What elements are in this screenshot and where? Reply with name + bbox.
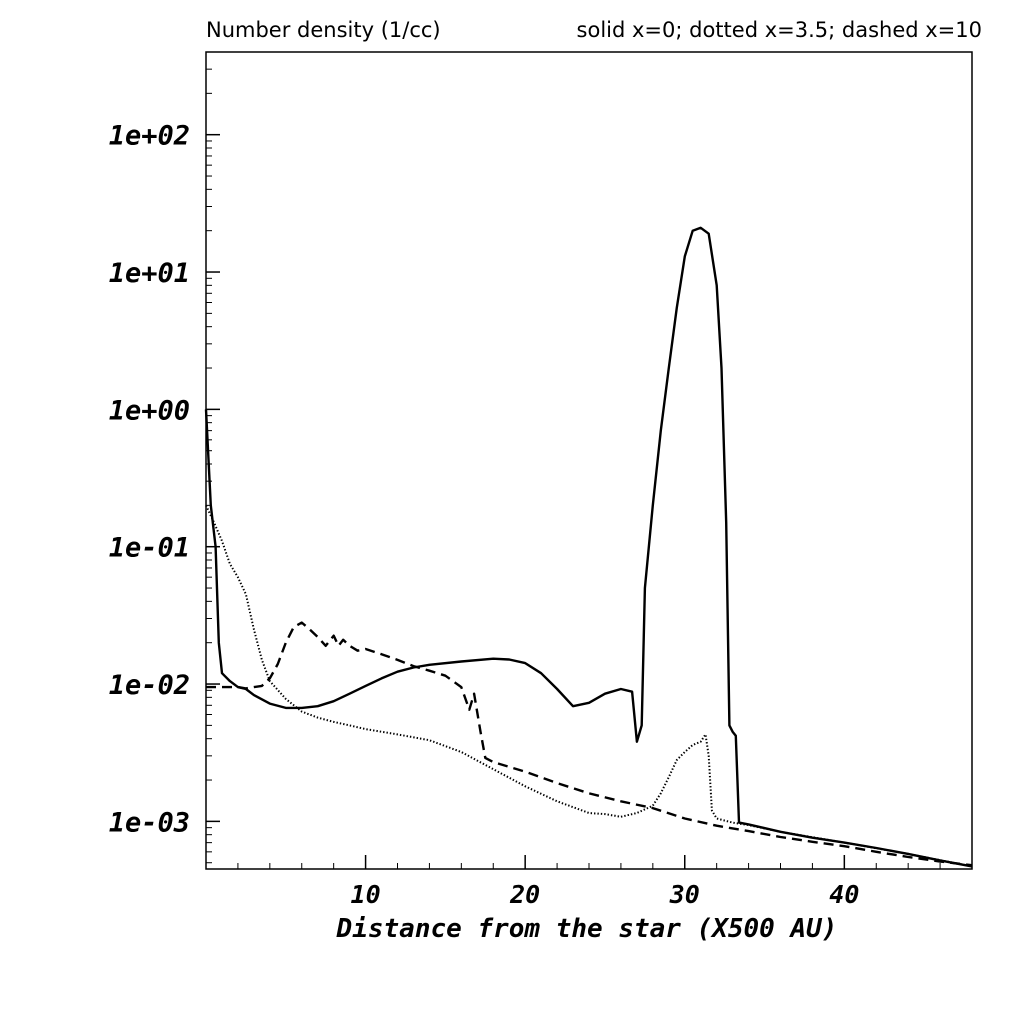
axis-ticks: 1e-03 1e-02 1e-01 1e+00 1e+01 1e+02 10 20 30 40	[109, 51, 941, 909]
x-axis-label: Distance from the star (X500 AU)	[336, 914, 838, 944]
x-tick-label: 20	[509, 880, 540, 909]
y-tick-label: 1e+01	[109, 258, 190, 289]
y-tick-label: 1e-03	[109, 807, 190, 838]
x-tick-label: 30	[669, 880, 700, 909]
series-line-dashed	[206, 621, 973, 867]
legend-text: solid x=0; dotted x=3.5; dashed x=10	[577, 18, 982, 42]
plot-frame	[205, 51, 973, 870]
y-tick-label: 1e-01	[109, 533, 190, 564]
x-tick-label: 10	[351, 880, 381, 909]
y-tick-label: 1e+00	[109, 395, 190, 426]
series-layer	[204, 226, 973, 868]
x-tick-label: 40	[829, 880, 859, 909]
series-line-dotted	[205, 504, 973, 868]
chart-title: Number density (1/cc)	[206, 18, 441, 42]
y-tick-label: 1e-02	[109, 670, 190, 701]
y-tick-label: 1e+02	[109, 121, 190, 152]
series-line-solid	[204, 226, 973, 868]
